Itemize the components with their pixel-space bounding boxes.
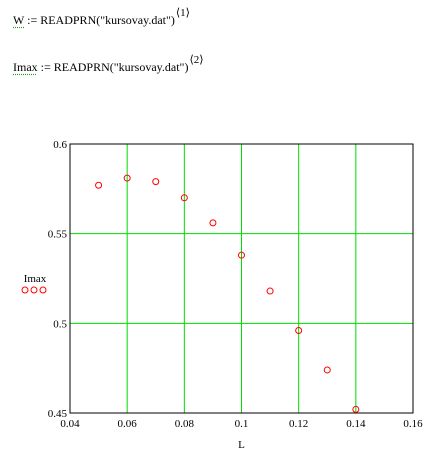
x-tick-label: 0.04 [60,418,80,430]
y-axis-trace-markers [21,286,47,294]
data-point [123,174,131,182]
x-tick-label: 0.1 [235,418,249,430]
assign-operator-w: := [24,13,41,27]
data-point [95,181,103,189]
trace-marker [39,286,47,294]
readprn-call-w[interactable]: READPRN("kursovay.dat") [40,13,175,27]
data-point [238,251,245,259]
plot-grid [70,144,413,413]
plot-frame [69,143,414,414]
assignment-w[interactable]: W := READPRN("kursovay.dat")⟨1⟩ [13,7,190,28]
x-axis-label: L [238,439,245,451]
assignment-imax[interactable]: Imax := READPRN("kursovay.dat")⟨2⟩ [13,54,204,75]
variable-w[interactable]: W [13,13,25,27]
data-point [152,178,160,186]
assign-operator-imax: := [37,60,54,74]
x-tick-label: 0.14 [346,418,366,430]
x-tick-label: 0.06 [118,418,138,430]
y-tick-label: 0.55 [48,229,68,241]
data-point [266,287,274,295]
data-point [352,405,360,413]
y-tick-label: 0.5 [53,318,67,330]
y-axis-label: Imax [24,273,47,285]
x-tick-label: 0.08 [175,418,195,430]
data-point [209,219,217,227]
data-point [323,366,331,374]
x-tick-labels: 0.04 0.06 0.08 0.1 0.12 0.14 0.16 [60,418,423,430]
column-superscript-imax: ⟨2⟩ [189,54,204,66]
y-tick-label: 0.45 [48,408,68,420]
trace-marker [30,286,38,294]
trace-marker [21,286,29,294]
data-point [180,194,188,202]
data-point [295,327,303,335]
readprn-call-imax[interactable]: READPRN("kursovay.dat") [53,60,189,74]
data-points [95,174,360,413]
y-tick-labels: 0.6 0.55 0.5 0.45 [48,139,68,420]
x-tick-label: 0.16 [403,418,423,430]
variable-imax[interactable]: Imax [13,60,38,74]
column-superscript-w: ⟨1⟩ [175,7,190,19]
x-tick-label: 0.12 [289,418,308,430]
y-tick-label: 0.6 [53,139,67,151]
